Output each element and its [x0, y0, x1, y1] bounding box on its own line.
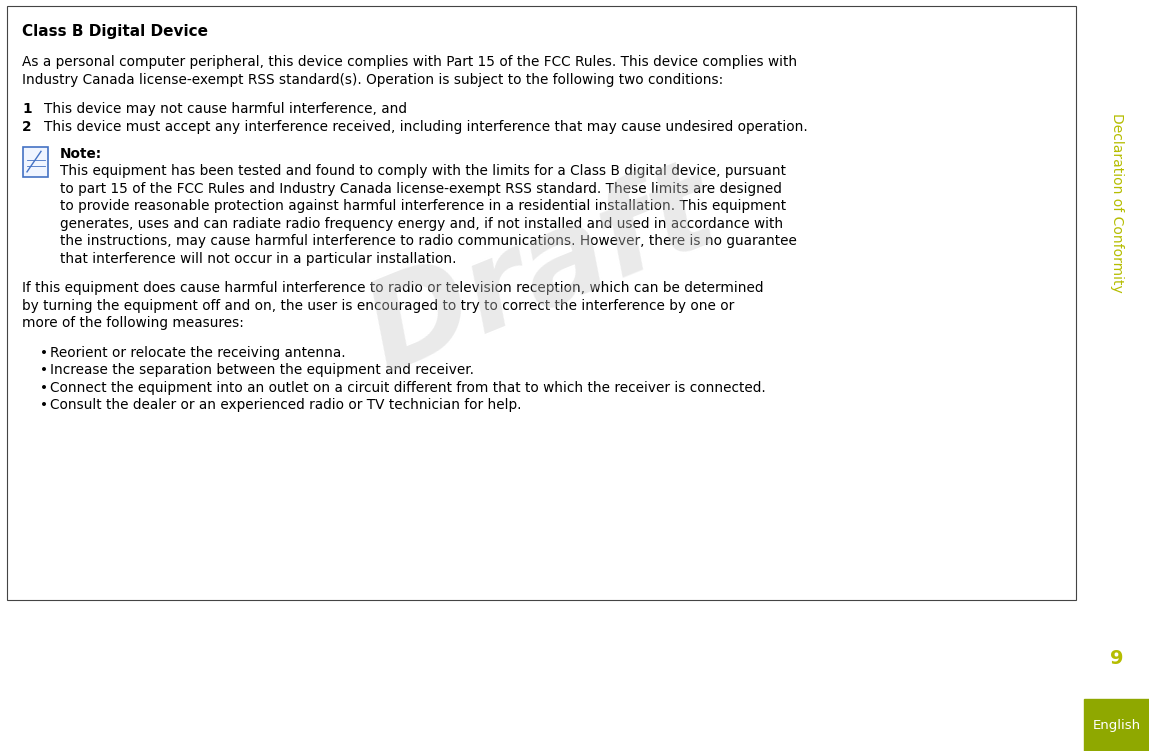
Text: generates, uses and can radiate radio frequency energy and, if not installed and: generates, uses and can radiate radio fr… — [60, 217, 782, 231]
Text: This equipment has been tested and found to comply with the limits for a Class B: This equipment has been tested and found… — [60, 164, 786, 178]
FancyBboxPatch shape — [23, 147, 47, 176]
Text: Note:: Note: — [60, 147, 102, 161]
Text: Draft: Draft — [350, 149, 733, 397]
Text: •: • — [40, 363, 48, 377]
Text: the instructions, may cause harmful interference to radio communications. Howeve: the instructions, may cause harmful inte… — [60, 234, 796, 249]
Text: by turning the equipment off and on, the user is encouraged to try to correct th: by turning the equipment off and on, the… — [22, 299, 734, 313]
Text: •: • — [40, 398, 48, 412]
Text: that interference will not occur in a particular installation.: that interference will not occur in a pa… — [60, 252, 456, 266]
Text: to provide reasonable protection against harmful interference in a residential i: to provide reasonable protection against… — [60, 199, 786, 213]
Text: •: • — [40, 346, 48, 360]
Text: English: English — [1093, 719, 1141, 731]
Bar — [1084, 699, 1149, 751]
Text: 2: 2 — [22, 119, 31, 134]
Text: 1: 1 — [22, 102, 32, 116]
Text: This device must accept any interference received, including interference that m: This device must accept any interference… — [44, 119, 808, 134]
Text: As a personal computer peripheral, this device complies with Part 15 of the FCC : As a personal computer peripheral, this … — [22, 56, 797, 69]
Text: Reorient or relocate the receiving antenna.: Reorient or relocate the receiving anten… — [51, 346, 346, 360]
Text: Increase the separation between the equipment and receiver.: Increase the separation between the equi… — [51, 363, 475, 377]
Text: •: • — [40, 381, 48, 395]
Text: Industry Canada license-exempt RSS standard(s). Operation is subject to the foll: Industry Canada license-exempt RSS stand… — [22, 73, 723, 87]
Text: 9: 9 — [1110, 650, 1124, 668]
Text: If this equipment does cause harmful interference to radio or television recepti: If this equipment does cause harmful int… — [22, 282, 763, 295]
Text: more of the following measures:: more of the following measures: — [22, 316, 244, 330]
Text: Consult the dealer or an experienced radio or TV technician for help.: Consult the dealer or an experienced rad… — [51, 398, 522, 412]
Text: Connect the equipment into an outlet on a circuit different from that to which t: Connect the equipment into an outlet on … — [51, 381, 765, 395]
Text: to part 15 of the FCC Rules and Industry Canada license-exempt RSS standard. The: to part 15 of the FCC Rules and Industry… — [60, 182, 781, 196]
Text: This device may not cause harmful interference, and: This device may not cause harmful interf… — [44, 102, 407, 116]
Text: Class B Digital Device: Class B Digital Device — [22, 24, 208, 39]
Text: Declaration of Conformity: Declaration of Conformity — [1110, 113, 1124, 293]
Bar — [7, 6, 1075, 600]
